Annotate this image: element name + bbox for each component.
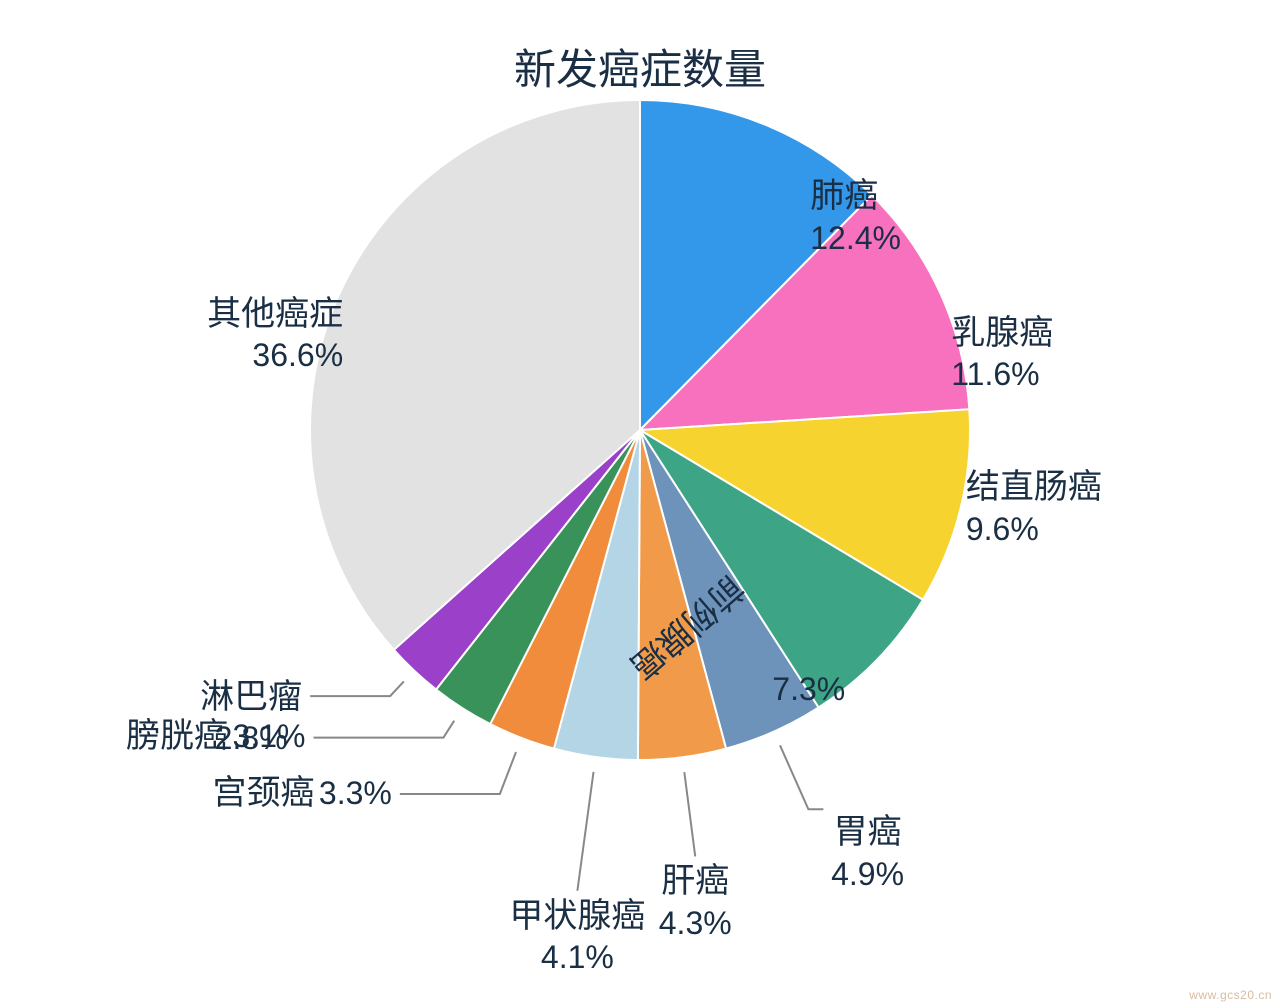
leader-line	[577, 772, 593, 891]
leader-line	[684, 772, 695, 856]
leader-line	[780, 745, 823, 809]
slice-label: 乳腺癌11.6%	[951, 312, 1053, 395]
slice-label: 淋巴瘤2.8%	[200, 676, 302, 759]
slice-label: 胃癌4.9%	[831, 811, 904, 894]
watermark: www.gcs20.cn	[1189, 988, 1272, 1002]
slice-label: 其他癌症36.6%	[207, 293, 343, 376]
slice-label-pct: 7.3%	[772, 669, 845, 709]
slice-label: 肝癌4.3%	[659, 860, 732, 943]
slice-label: 甲状腺癌4.1%	[509, 895, 645, 978]
leader-line	[310, 681, 404, 696]
pie-chart-container: 新发癌症数量 肺癌12.4%乳腺癌11.6%结直肠癌9.6%前例腺癌7.3%胃癌…	[0, 0, 1280, 1008]
leader-line	[400, 752, 516, 794]
slice-label: 结直肠癌9.6%	[966, 466, 1102, 549]
leader-line	[313, 721, 454, 738]
slice-label: 宫颈癌 3.3%	[212, 772, 391, 815]
slice-label: 肺癌12.4%	[810, 175, 901, 258]
